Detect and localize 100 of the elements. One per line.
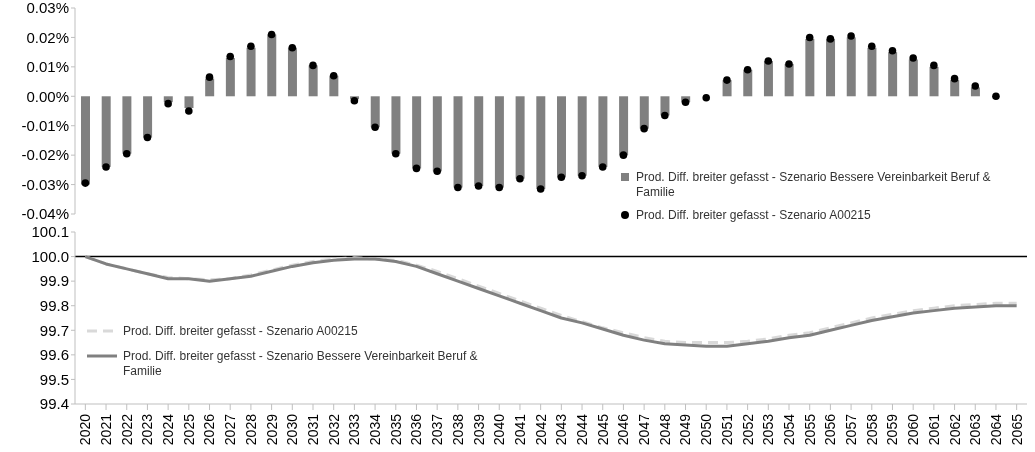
point	[350, 96, 359, 105]
x-tick-label: 2041	[511, 413, 528, 446]
bar	[246, 47, 256, 97]
x-tick-label: 2039	[470, 413, 487, 446]
x-tick-label: 2043	[553, 413, 570, 446]
x-tick-label: 2061	[925, 413, 942, 446]
point	[619, 151, 628, 159]
bar	[143, 96, 153, 138]
legend-label: Prod. Diff. breiter gefasst - Szenario A00215	[636, 208, 871, 224]
point	[495, 183, 504, 192]
point	[909, 54, 917, 62]
y-tick-label: 0.01%	[26, 58, 69, 76]
bar	[826, 38, 836, 97]
y-tick-label: 100.0	[31, 247, 69, 265]
x-tick-label: 2040	[491, 413, 508, 446]
x-tick-label: 2025	[180, 413, 197, 446]
x-tick-label: 2065	[1008, 413, 1025, 446]
x-tick-label: 2024	[160, 413, 177, 446]
point	[122, 149, 131, 158]
point	[578, 171, 586, 180]
bar	[950, 80, 960, 97]
legend-label: Prod. Diff. breiter gefasst - Szenario A00215	[123, 324, 358, 340]
point	[785, 60, 793, 68]
x-tick-label: 2053	[760, 413, 777, 446]
y-tick-label: 99.6	[39, 346, 69, 364]
point	[474, 182, 483, 190]
y-tick-label: -0.01%	[21, 117, 69, 135]
y-tick-label: 99.4	[39, 395, 69, 413]
point	[412, 164, 421, 173]
bar	[784, 63, 794, 97]
bar	[370, 96, 380, 128]
point	[267, 30, 276, 39]
x-tick-label: 2054	[780, 413, 797, 446]
x-tick-label: 2027	[222, 413, 239, 446]
x-tick-label: 2020	[77, 413, 94, 446]
x-tick-label: 2033	[346, 413, 363, 446]
x-tick-label: 2063	[967, 413, 984, 446]
point	[392, 149, 400, 158]
x-tick-label: 2034	[367, 413, 384, 446]
x-tick-label: 2062	[946, 413, 963, 446]
x-tick-label: 2047	[636, 413, 653, 446]
point	[536, 185, 545, 193]
bar	[598, 96, 608, 167]
x-tick-label: 2048	[656, 413, 673, 446]
x-tick-label: 2057	[843, 413, 860, 446]
x-tick-label: 2036	[408, 413, 425, 446]
point	[516, 174, 524, 183]
y-tick-label: 99.7	[39, 321, 69, 339]
point	[743, 66, 752, 74]
x-tick-label: 2037	[429, 413, 446, 446]
bar	[557, 96, 566, 178]
point	[102, 163, 110, 171]
point	[309, 61, 317, 70]
bar	[619, 96, 629, 156]
x-tick-label: 2044	[573, 413, 590, 446]
legend-label: Prod. Diff. breiter gefasst - Szenario Bessere Vereinbarkeit Beruf & Familie	[123, 349, 479, 379]
y-tick-label: -0.04%	[21, 205, 69, 223]
x-tick-label: 2058	[863, 413, 880, 446]
bar	[867, 47, 877, 97]
point	[950, 74, 959, 83]
bar	[888, 52, 898, 97]
x-tick-label: 2032	[325, 413, 342, 446]
x-tick-label: 2022	[118, 413, 135, 446]
point	[868, 42, 876, 51]
point	[247, 42, 255, 51]
x-tick-label: 2042	[532, 413, 549, 446]
point	[661, 111, 669, 120]
bar	[494, 96, 504, 188]
point	[640, 124, 648, 133]
point	[723, 76, 731, 84]
point	[433, 167, 441, 176]
x-tick-label: 2023	[139, 413, 156, 446]
point	[888, 46, 897, 55]
bar	[577, 96, 587, 176]
point	[702, 93, 710, 102]
point	[557, 173, 566, 181]
point	[371, 123, 379, 131]
x-tick-label: 2038	[449, 413, 466, 446]
x-tick-label: 2055	[801, 413, 818, 446]
bar	[515, 96, 525, 179]
point	[826, 35, 835, 43]
x-tick-label: 2052	[739, 413, 756, 446]
bar	[287, 47, 297, 97]
bar	[308, 65, 318, 97]
x-tick-label: 2051	[718, 413, 735, 446]
x-tick-label: 2028	[242, 413, 259, 446]
y-tick-label: -0.02%	[21, 146, 69, 164]
legend-label: Prod. Diff. breiter gefasst - Szenario Bessere Vereinbarkeit Beruf & Familie	[636, 170, 992, 200]
y-tick-label: 99.8	[39, 297, 69, 315]
point	[971, 82, 980, 90]
x-tick-label: 2046	[615, 413, 632, 446]
bar	[763, 60, 773, 97]
point	[992, 92, 1000, 101]
bar	[267, 34, 277, 97]
bar	[805, 38, 815, 97]
y-tick-label: 0.00%	[26, 87, 69, 105]
bar	[412, 96, 422, 169]
y-tick-label: 100.1	[31, 223, 69, 241]
point	[764, 57, 773, 65]
x-tick-label: 2030	[284, 413, 301, 446]
